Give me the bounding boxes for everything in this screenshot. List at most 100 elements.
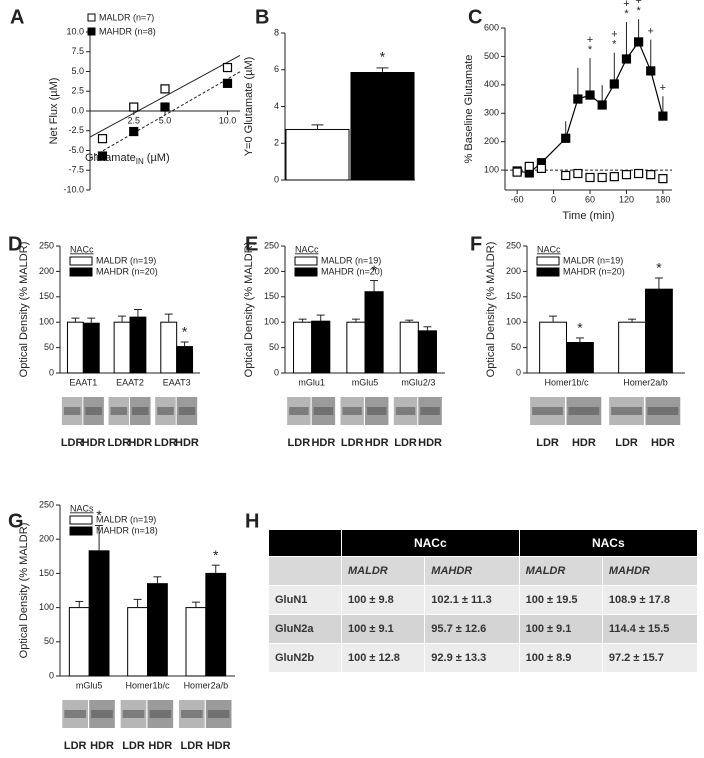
- table-cell: MAHDR: [601, 556, 699, 586]
- table-row: GluN1 100 ± 9.8 102.1 ± 11.3 100 ± 19.5 108.…: [268, 585, 699, 615]
- blot-band: [647, 407, 679, 415]
- panel-label: C: [468, 6, 482, 28]
- y-tick-label: 200: [264, 266, 279, 276]
- blot-band: [178, 407, 196, 415]
- y-tick-label: -5.0: [68, 145, 84, 155]
- table-cell: MALDR: [518, 556, 603, 586]
- significance-mark: *: [624, 8, 629, 20]
- data-point: [97, 151, 108, 161]
- blot-band: [532, 407, 563, 415]
- x-tick-label: Homer1b/c: [544, 377, 589, 387]
- x-tick-label: 0: [551, 194, 556, 204]
- blot-band: [289, 407, 309, 415]
- bar: [346, 321, 366, 374]
- bar: [66, 321, 84, 374]
- significance-mark: *: [656, 260, 662, 276]
- y-tick-label: 200: [39, 266, 54, 276]
- data-point: [222, 78, 233, 88]
- region-label: NACc: [295, 244, 319, 254]
- legend-label: MAHDR (n=18): [96, 525, 158, 535]
- blot-label: HDR: [207, 740, 231, 752]
- y-tick-label: 250: [39, 499, 54, 509]
- legend-swatch: [87, 27, 96, 36]
- x-tick-label: 5.0: [159, 115, 172, 125]
- table-cell: 100 ± 9.1: [340, 614, 426, 644]
- x-tick-label: EAAT3: [163, 377, 191, 387]
- table-cell: 100 ± 9.1: [518, 614, 603, 644]
- legend-label: MAHDR (n=20): [96, 266, 158, 276]
- fit-line: [89, 71, 241, 159]
- panel-label: A: [10, 6, 24, 28]
- significance-mark: *: [636, 5, 641, 17]
- blot-label: LDR: [288, 437, 311, 449]
- legend-label: MAHDR (n=20): [321, 266, 383, 276]
- y-tick-label: 0: [274, 367, 279, 377]
- data-point: [585, 90, 595, 100]
- blot-label: LDR: [394, 437, 417, 449]
- y-tick-label: 200: [506, 266, 521, 276]
- table-cell: GluN1: [268, 585, 342, 615]
- y-tick-label: 8: [274, 27, 279, 37]
- y-axis-label: Optical Density (% MALDR): [485, 242, 497, 378]
- region-label: NACc: [70, 244, 94, 254]
- y-tick-label: 50: [269, 342, 279, 352]
- blot-band: [313, 407, 334, 415]
- bar: [127, 607, 148, 677]
- y-tick-label: 150: [506, 291, 521, 301]
- y-axis-label: Optical Density (% MALDR): [18, 523, 30, 659]
- panel-label: B: [255, 6, 269, 28]
- y-axis-label: Net Flux (µM): [48, 78, 60, 145]
- significance-mark: +: [587, 34, 593, 46]
- significance-mark: *: [612, 39, 617, 51]
- table-cell: 100 ± 9.8: [340, 585, 426, 615]
- data-point: [609, 172, 619, 182]
- blot-band: [181, 710, 203, 718]
- y-tick-label: 400: [484, 79, 499, 89]
- legend-swatch: [69, 267, 93, 277]
- legend-swatch: [536, 256, 560, 266]
- legend-swatch: [536, 267, 560, 277]
- bar: [293, 321, 313, 374]
- panel-label: D: [8, 233, 22, 255]
- blot-label: LDR: [181, 740, 204, 752]
- y-tick-label: 0: [516, 367, 521, 377]
- blot-band: [91, 710, 113, 718]
- y-tick-label: 50: [44, 342, 54, 352]
- legend-swatch: [69, 256, 93, 266]
- blot-band: [157, 407, 174, 415]
- y-tick-label: 200: [39, 534, 54, 544]
- data-point: [160, 84, 170, 94]
- x-axis-label: GlutamateIN (µM): [85, 152, 170, 166]
- y-tick-label: 100: [506, 317, 521, 327]
- data-point: [561, 170, 571, 181]
- y-tick-label: 2: [274, 138, 279, 148]
- blot-label: LDR: [615, 437, 638, 449]
- data-point: [633, 168, 644, 179]
- y-tick-label: -2.5: [68, 125, 84, 135]
- significance-mark: *: [371, 262, 377, 278]
- table-cell: 100 ± 19.5: [518, 585, 603, 615]
- data-point: [585, 172, 595, 183]
- blot-label: LDR: [341, 437, 364, 449]
- panel-label: H: [245, 510, 259, 532]
- legend-label: MAHDR (n=8): [99, 26, 156, 36]
- y-tick-label: 200: [484, 136, 499, 146]
- significance-mark: *: [588, 44, 593, 56]
- significance-mark: +: [660, 82, 666, 94]
- blot-label: LDR: [122, 740, 145, 752]
- y-tick-label: 10.0: [66, 26, 84, 36]
- y-tick-label: -7.5: [68, 165, 84, 175]
- x-tick-label: -60: [511, 194, 524, 204]
- table-row: MALDR MAHDR MALDR MAHDR: [268, 556, 699, 586]
- y-tick-label: 4: [274, 101, 279, 111]
- legend-label: MALDR (n=19): [321, 255, 381, 265]
- data-point: [646, 66, 656, 76]
- x-tick-label: 120: [619, 194, 634, 204]
- bar: [147, 583, 168, 677]
- data-point: [597, 100, 607, 110]
- x-tick-label: mGlu1: [298, 377, 325, 387]
- blot-label: HDR: [175, 437, 199, 449]
- bar: [160, 321, 178, 374]
